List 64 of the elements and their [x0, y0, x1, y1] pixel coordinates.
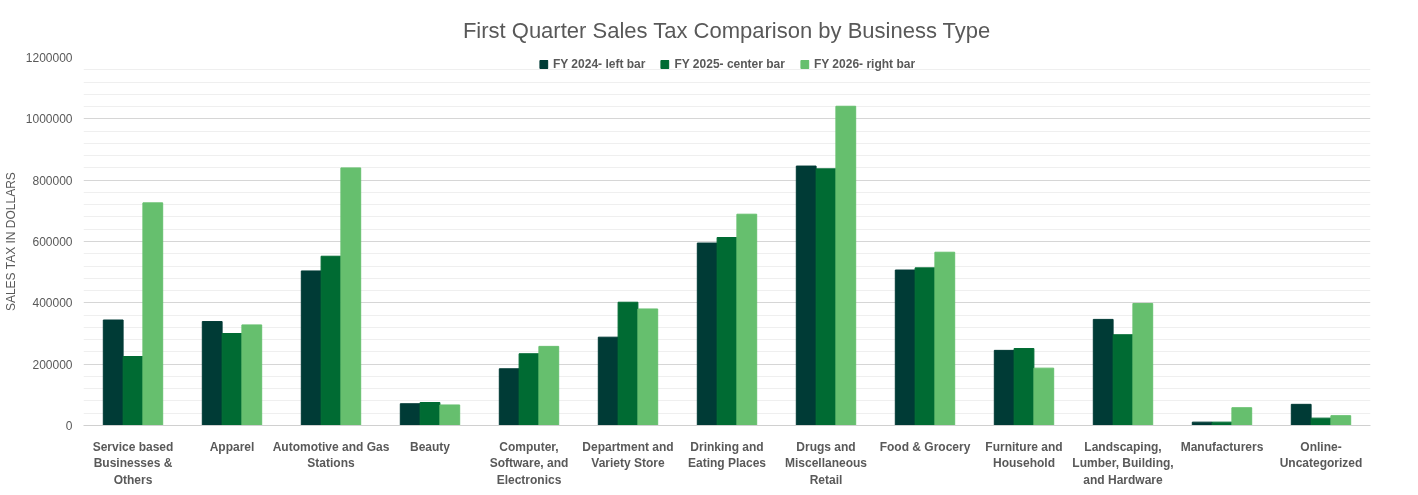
bar [795, 165, 817, 426]
bar [1231, 407, 1253, 426]
chart-title: First Quarter Sales Tax Comparison by Business Type [462, 17, 991, 43]
bar [1330, 415, 1352, 426]
x-tick-label: Landscaping, Lumber, Building, and Hardware [1072, 439, 1174, 488]
x-tick-label: Beauty [409, 439, 451, 454]
bar [518, 353, 540, 426]
bar [894, 269, 916, 426]
bar [815, 168, 837, 426]
bar [399, 403, 421, 426]
bar [716, 237, 738, 426]
y-tick-label: 200000 [32, 357, 73, 372]
bar [1290, 403, 1312, 426]
x-tick-label: Computer, Software, and Electronics [489, 439, 569, 488]
bar [993, 349, 1015, 426]
bar [1191, 421, 1213, 426]
bar [142, 202, 164, 426]
bar [340, 167, 362, 426]
y-tick-label: 800000 [32, 173, 73, 188]
x-tick-label: Service based Businesses & Others [92, 439, 174, 488]
x-tick-label: Online-Uncategorized [1279, 439, 1363, 471]
bar [439, 404, 461, 426]
x-tick-label: Automotive and Gas Stations [272, 439, 390, 471]
bar [696, 242, 718, 426]
bar [1112, 334, 1134, 426]
bar [914, 267, 936, 426]
bar [1211, 421, 1233, 426]
x-tick-label: Department and Variety Store [582, 439, 674, 471]
y-tick-label: 1000000 [25, 112, 73, 127]
bar [419, 402, 441, 426]
bar [300, 270, 322, 426]
x-tick-label: Drugs and Miscellaneous Retail [784, 439, 868, 488]
bar [1310, 417, 1332, 426]
x-tick-label: Food & Grocery [879, 439, 971, 454]
bar [241, 324, 263, 426]
x-tick-label: Furniture and Household [985, 439, 1063, 471]
bar [122, 356, 144, 426]
bar [201, 321, 223, 426]
bar [1092, 318, 1114, 426]
y-tick-label: 600000 [32, 235, 73, 249]
bar [637, 308, 659, 426]
bar [221, 333, 243, 426]
y-tick-label: 400000 [32, 296, 73, 311]
bar [617, 301, 639, 426]
legend-label: FY 2026- right bar [813, 57, 916, 71]
y-tick-label: 1200000 [25, 51, 73, 65]
bar [835, 105, 857, 426]
bar [934, 251, 956, 426]
y-axis-title: SALES TAX IN DOLLARS [3, 172, 18, 312]
legend-label: FY 2024- left bar [552, 57, 646, 71]
x-tick-label: Manufacturers [1180, 439, 1264, 454]
bar [320, 255, 342, 426]
bar [736, 213, 758, 426]
bar [538, 345, 560, 426]
x-tick-label: Drinking and Eating Places [687, 439, 767, 471]
bar [1013, 348, 1035, 426]
legend-label: FY 2025- center bar [674, 57, 785, 71]
bar [1033, 367, 1055, 426]
bar [498, 368, 520, 426]
bar [102, 319, 124, 426]
y-tick-label: 0 [65, 419, 73, 433]
bar [1132, 302, 1154, 426]
x-tick-label: Apparel [209, 439, 255, 454]
bar [597, 336, 619, 426]
